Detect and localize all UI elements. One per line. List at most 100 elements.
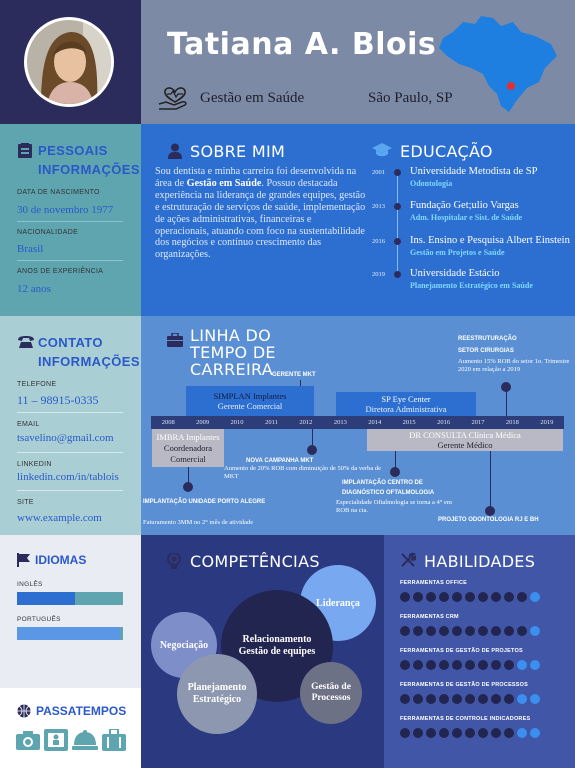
skill-dot-filled [413, 694, 423, 704]
timeline-axis [151, 416, 564, 429]
education-item: 2019 Universidade Estácio Planejamento E… [372, 268, 575, 296]
connector [490, 429, 491, 509]
timeline-year: 2010 [230, 419, 244, 426]
person-name: Tatiana A. Blois [167, 27, 437, 62]
skill-dot-filled [413, 592, 423, 602]
skill-dot-filled [426, 592, 436, 602]
timeline-year: 2018 [505, 419, 519, 426]
experience-label: ANOS DE EXPERIÊNCIA [17, 268, 104, 275]
skill-dot-filled [452, 592, 462, 602]
phone-icon [17, 335, 35, 349]
skill-dot-empty [517, 728, 527, 738]
job-role: Gerente Médico [437, 440, 493, 450]
skill-dot-filled [452, 626, 462, 636]
location-text: São Paulo, SP [368, 90, 453, 106]
skill-dot-filled [400, 626, 410, 636]
skill-dot-filled [452, 694, 462, 704]
skill-name: FERRAMENTAS DE GESTÃO DE PROCESSOS [400, 682, 529, 688]
lightbulb-icon [167, 553, 181, 569]
event-porto-alegre-title: IMPLANTAÇÃO UNIDADE PORTO ALEGRE [143, 499, 266, 505]
connector [312, 429, 313, 449]
skill-dot-filled [504, 694, 514, 704]
skill-dot-empty [530, 694, 540, 704]
skill-name: FERRAMENTAS CRM [400, 614, 459, 620]
skill-name: FERRAMENTAS DE GESTÃO DE PROJETOS [400, 648, 523, 654]
timeline-year: 2015 [402, 419, 416, 426]
education-year: 2019 [372, 271, 385, 278]
education-school: Fundação Get;ulio Vargas [410, 200, 519, 211]
skill-dot-filled [439, 728, 449, 738]
divider [17, 412, 123, 413]
timeline-year: 2016 [437, 419, 451, 426]
job-name: SP Eye Center [381, 394, 431, 404]
board-game-icon [44, 729, 68, 751]
hobbies-panel [0, 688, 141, 768]
skill-rating [400, 592, 543, 602]
event-dot [485, 506, 495, 516]
skill-dot-filled [517, 592, 527, 602]
skill-dot-filled [478, 592, 488, 602]
graduation-cap-icon [372, 143, 392, 157]
skill-dot-filled [465, 592, 475, 602]
timeline-year: 2012 [299, 419, 313, 426]
education-year: 2016 [372, 238, 385, 245]
education-course: Gestão em Projetos e Saúde [410, 248, 505, 257]
skill-rating [400, 626, 543, 636]
job-bar-dr-consulta: DR CONSULTA Clínica Médica Gerente Médic… [367, 429, 563, 451]
contact-panel [0, 316, 141, 535]
timeline-year: 2013 [333, 419, 347, 426]
timeline-year: 2017 [471, 419, 485, 426]
skill-dot-filled [413, 626, 423, 636]
personal-info-title: PESSOAIS INFORMAÇÕES [38, 143, 140, 177]
skill-dot-filled [400, 728, 410, 738]
timeline-year: 2011 [265, 419, 278, 426]
education-year: 2013 [372, 203, 385, 210]
skill-rating [400, 694, 543, 704]
phone-label: TELEFONE [17, 381, 57, 388]
skill-dot-empty [530, 626, 540, 636]
camera-icon [16, 730, 40, 750]
flag-icon [17, 553, 31, 567]
skill-dot-filled [504, 592, 514, 602]
skill-dot-filled [400, 592, 410, 602]
linkedin-link[interactable]: linkedin.com/in/tablois [17, 471, 119, 483]
avatar [24, 17, 114, 107]
language-bar [17, 592, 123, 605]
skill-dot-filled [491, 592, 501, 602]
education-year: 2001 [372, 169, 385, 176]
event-porto-alegre-desc: Faturamento 3MM no 2° mês de atividade [143, 519, 254, 526]
education-course: Planejamento Estratégico em Saúde [410, 281, 533, 290]
skill-dot-filled [426, 626, 436, 636]
education-item: 2013 Fundação Get;ulio Vargas Adm. Hospi… [372, 200, 575, 228]
email-link[interactable]: tsavelino@gmail.com [17, 432, 114, 444]
tools-icon [400, 552, 416, 568]
nationality-value: Brasil [17, 243, 44, 255]
phone-value[interactable]: 11 – 98915-0335 [17, 393, 99, 407]
skill-dot-filled [400, 660, 410, 670]
about-text: Sou dentista e minha carreira foi desenv… [155, 166, 367, 261]
education-school: Ins. Ensino e Pesquisa Albert Einstein [410, 235, 570, 246]
skill-dot-filled [491, 728, 501, 738]
about-text-part: . Possuo destacada experiência na lidera… [155, 177, 366, 261]
skill-dot-filled [439, 694, 449, 704]
competency-bubble: Gestão de Processos [300, 662, 362, 724]
skill-dot-filled [465, 728, 475, 738]
skill-dot-empty [530, 728, 540, 738]
education-dot [394, 203, 401, 210]
skills-title: HABILIDADES [424, 552, 536, 571]
event-projeto-odontologia: PROJETO ODONTOLOGIA RJ E BH [438, 517, 539, 523]
timeline-years: 2008 2009 2010 2011 2012 2013 2014 2015 … [151, 416, 564, 429]
about-title: SOBRE MIM [190, 142, 286, 161]
skill-dot-filled [478, 694, 488, 704]
language-name: INGLÊS [17, 581, 43, 588]
timeline-year: 2008 [161, 419, 175, 426]
skill-dot-filled [452, 660, 462, 670]
education-dot [394, 238, 401, 245]
skill-dot-filled [504, 626, 514, 636]
divider [17, 452, 123, 453]
site-link[interactable]: www.example.com [17, 512, 102, 524]
id-card-icon [17, 143, 33, 159]
skill-dot-filled [465, 694, 475, 704]
education-dot [394, 271, 401, 278]
skill-dot-filled [426, 660, 436, 670]
